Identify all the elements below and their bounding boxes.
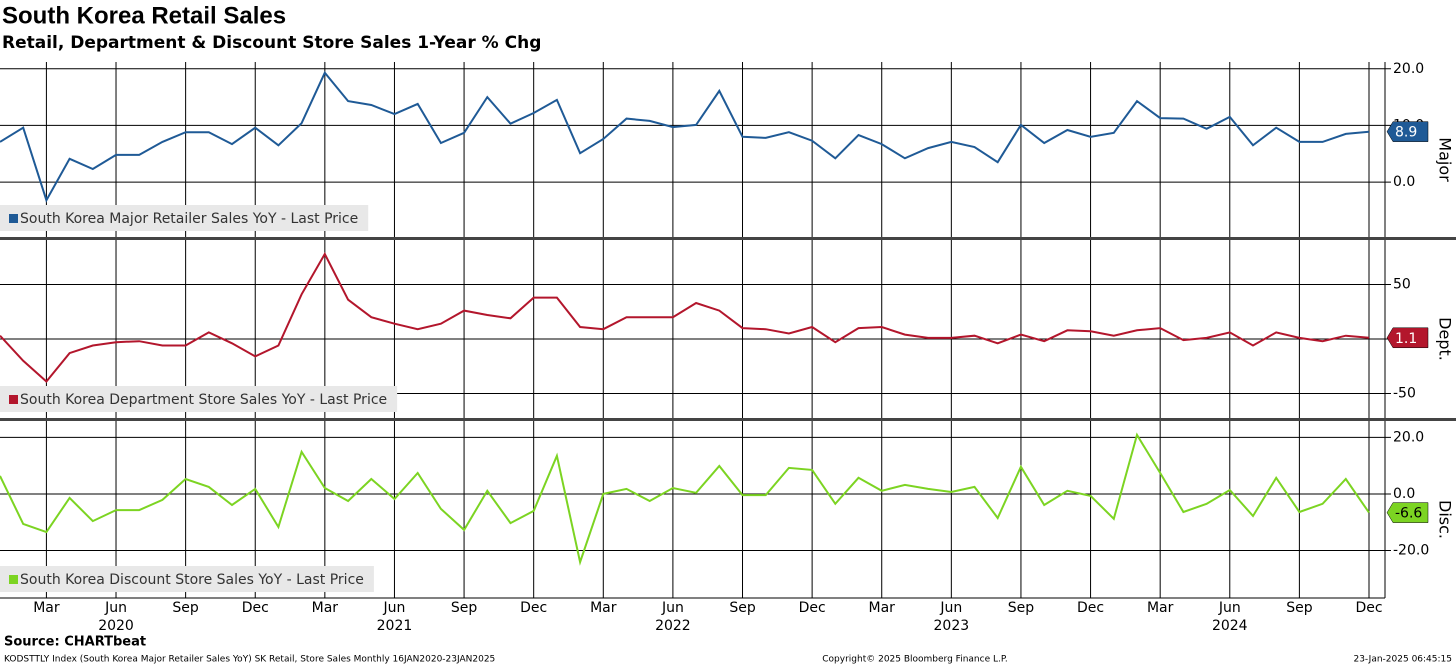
y-tick-label: 0.0 [1393,174,1415,190]
legend-swatch [9,214,18,223]
series-line [0,432,1370,566]
y-axis-label: Major [1436,137,1455,182]
x-tick-label: Dec [242,600,269,616]
legend-swatch [9,395,18,404]
x-year-label: 2022 [655,618,691,634]
chart-subtitle: Retail, Department & Discount Store Sale… [2,33,541,53]
y-tick-label: -50 [1393,385,1416,401]
x-year-label: 2024 [1212,618,1248,634]
x-tick-label: Jun [1218,600,1241,616]
x-tick-label: Mar [312,600,339,616]
x-tick-label: Mar [590,600,617,616]
legend-label: South Korea Department Store Sales YoY -… [20,392,387,408]
y-tick-label: 20.0 [1393,429,1424,445]
footer-right: 23-Jan-2025 06:45:15 [1353,655,1452,665]
x-year-label: 2023 [934,618,970,634]
y-tick-label: 0.0 [1393,486,1415,502]
legend-swatch [9,575,18,584]
footer-center: Copyright© 2025 Bloomberg Finance L.P. [822,655,1007,665]
legend-background [0,386,398,412]
last-value-tag [1386,121,1429,142]
source: Source: CHARTbeat [4,635,146,650]
last-value-tag [1386,502,1429,523]
footer-left: KODSTTLY Index (South Korea Major Retail… [4,655,495,665]
y-tick-label: 20.0 [1393,61,1424,77]
legend-label: South Korea Major Retailer Sales YoY - L… [20,211,358,227]
x-tick-label: Sep [1286,600,1313,616]
x-tick-label: Mar [869,600,896,616]
legend-label: South Korea Discount Store Sales YoY - L… [20,572,364,588]
x-tick-label: Sep [172,600,199,616]
x-tick-label: Jun [661,600,684,616]
x-tick-label: Mar [33,600,60,616]
series-line [0,251,1370,383]
legend: South Korea Major Retailer Sales YoY - L… [0,205,369,231]
x-tick-label: Sep [1008,600,1035,616]
x-tick-label: Dec [799,600,826,616]
x-tick-label: Sep [729,600,756,616]
y-tick-label: -20.0 [1393,542,1429,558]
last-value-tag [1386,327,1429,349]
legend: South Korea Department Store Sales YoY -… [0,386,398,412]
y-tick-label: 50 [1393,276,1411,292]
x-tick-label: Jun [104,600,127,616]
x-year-label: 2020 [98,618,134,634]
legend-background [0,566,374,592]
last-value-label: -6.6 [1395,506,1422,522]
y-axis-label: Dept. [1436,317,1455,361]
legend-background [0,205,369,231]
legend: South Korea Discount Store Sales YoY - L… [0,566,374,592]
last-value-label: 8.9 [1395,125,1417,141]
last-value-label: 1.1 [1395,331,1417,347]
x-tick-label: Jun [383,600,406,616]
x-year-label: 2021 [377,618,413,634]
x-tick-label: Dec [520,600,547,616]
x-tick-label: Sep [451,600,478,616]
y-axis-label: Disc. [1436,500,1455,539]
chart-title: South Korea Retail Sales [2,2,286,29]
x-tick-label: Dec [1355,600,1382,616]
x-tick-label: Mar [1147,600,1174,616]
series-line [0,70,1370,203]
x-tick-label: Dec [1077,600,1104,616]
x-tick-label: Jun [939,600,962,616]
